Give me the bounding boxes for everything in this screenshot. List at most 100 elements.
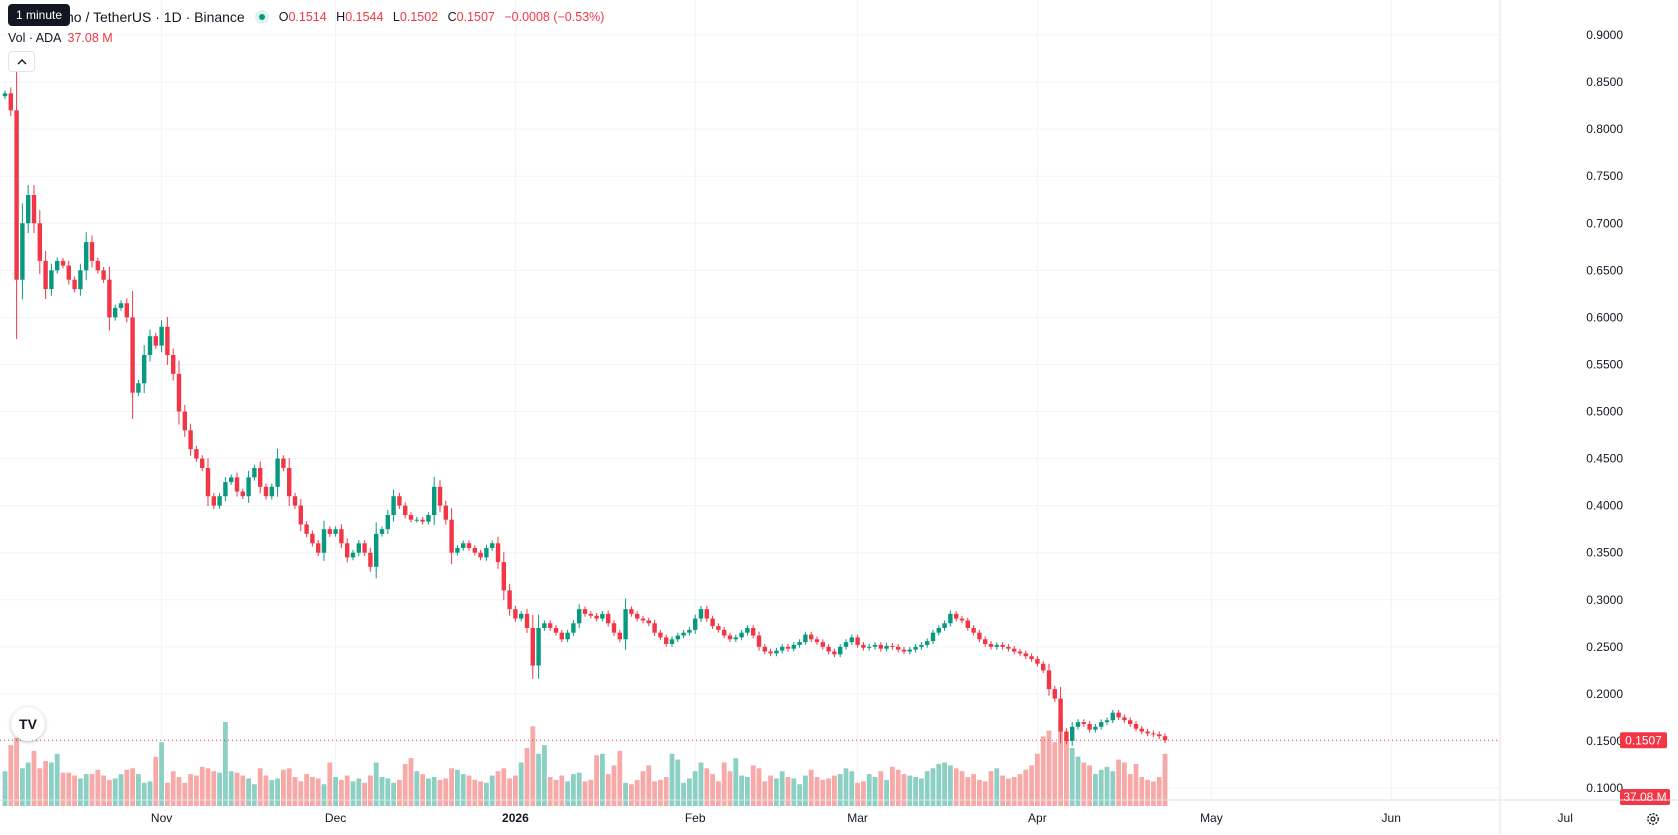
- volume-bar: [890, 766, 895, 806]
- volume-bar: [698, 762, 704, 806]
- market-status-icon[interactable]: [254, 10, 269, 24]
- volume-bar: [2, 771, 8, 806]
- volume-bar: [1133, 763, 1139, 806]
- volume-bar: [936, 763, 942, 806]
- candle-body: [1116, 712, 1121, 718]
- candle-body: [878, 644, 883, 649]
- candle-body: [565, 632, 570, 640]
- candle-body: [739, 632, 744, 638]
- candle-body: [153, 336, 158, 346]
- candle-body: [664, 637, 669, 644]
- gear-icon[interactable]: [1646, 812, 1660, 826]
- volume-bar: [884, 779, 889, 806]
- volume-bar: [977, 779, 982, 806]
- candle-body: [640, 618, 646, 621]
- volume-bar: [750, 765, 756, 806]
- candle-body: [1012, 648, 1017, 652]
- volume-bar: [971, 774, 976, 806]
- volume-bar: [31, 750, 37, 806]
- candle-body: [1099, 722, 1104, 727]
- collapse-legend-button[interactable]: [8, 51, 35, 72]
- volume-bar: [489, 775, 495, 806]
- volume-bars: [2, 719, 1168, 806]
- volume-bar: [72, 775, 77, 806]
- candle-body: [1017, 651, 1023, 654]
- candle-body: [304, 524, 309, 534]
- volume-bar: [170, 771, 176, 806]
- volume-bar: [89, 774, 95, 806]
- last-price-label: 0.1507: [1625, 733, 1662, 747]
- tradingview-logo[interactable]: TV: [11, 707, 45, 741]
- volume-bar: [228, 771, 234, 806]
- volume-bar: [965, 777, 971, 806]
- interval-tooltip: 1 minute: [8, 4, 71, 26]
- volume-bar: [385, 778, 391, 806]
- candle-body: [820, 642, 825, 647]
- volume-bar: [286, 768, 292, 806]
- volume-bar: [507, 778, 512, 806]
- candle-body: [1162, 736, 1168, 741]
- candle-body: [84, 242, 89, 271]
- low-value: 0.1502: [399, 10, 439, 24]
- candle-body: [321, 529, 327, 553]
- candle-body: [2, 93, 8, 97]
- candle-body: [437, 486, 443, 506]
- candle-body: [1046, 670, 1052, 690]
- price-tick-label: 0.3500: [1586, 546, 1623, 560]
- price-tick-label: 0.6000: [1586, 310, 1623, 324]
- chevron-up-icon: [17, 59, 26, 65]
- candle-body: [455, 547, 460, 553]
- volume-bar: [414, 771, 420, 806]
- candle-body: [37, 223, 42, 261]
- volume-bar: [205, 768, 211, 806]
- price-axis[interactable]: 0.9000 0.8500 0.8000 0.7500 0.7000 0.6500 0.60…: [1499, 0, 1670, 835]
- time-tick-label: Mar: [847, 811, 868, 825]
- candle-body: [165, 326, 170, 356]
- candle-body: [507, 590, 512, 610]
- candle-body: [913, 646, 918, 650]
- candle-body: [559, 632, 564, 640]
- volume-bar: [861, 781, 866, 806]
- candle-body: [588, 613, 593, 616]
- volume-bar: [1052, 742, 1058, 806]
- symbol-title[interactable]: no / TetherUS · 1D · Binance: [66, 9, 245, 25]
- volume-bar: [640, 771, 646, 806]
- candle-body: [443, 505, 448, 520]
- volume-label: Vol · ADA: [8, 31, 62, 45]
- volume-bar: [930, 768, 936, 806]
- time-axis[interactable]: Nov Dec 2026 Feb Mar Apr May Jun Jul: [0, 799, 1678, 825]
- volume-bar: [1081, 762, 1087, 806]
- candle-body: [687, 629, 692, 633]
- volume-bar: [791, 778, 797, 806]
- volume-bar: [49, 762, 54, 806]
- candle-body: [501, 562, 506, 591]
- price-tick-label: 0.1500: [1586, 734, 1623, 748]
- candle-body: [1110, 712, 1115, 721]
- volume-bar: [1023, 769, 1029, 806]
- candle-body: [756, 635, 762, 647]
- candle-body: [240, 491, 245, 497]
- volume-bar: [217, 772, 222, 806]
- candle-body: [681, 632, 686, 636]
- volume-bar: [408, 758, 414, 806]
- volume-bar: [1029, 765, 1034, 806]
- volume-bar: [246, 778, 251, 806]
- volume-bar: [147, 781, 153, 806]
- volume-bar: [373, 762, 379, 806]
- candle-body: [234, 477, 240, 492]
- candle-body: [826, 646, 831, 652]
- candle-body: [182, 411, 187, 431]
- candle-body: [994, 644, 999, 647]
- candle-body: [397, 496, 402, 506]
- candle-body: [959, 618, 965, 621]
- candle-body: [942, 623, 947, 628]
- volume-bar: [565, 781, 570, 806]
- candle-body: [55, 260, 60, 271]
- volume-bar: [1046, 730, 1052, 806]
- candle-body: [1041, 663, 1046, 671]
- candle-body: [420, 519, 425, 522]
- candle-body: [693, 618, 698, 630]
- volume-bar: [756, 768, 762, 806]
- volume-bar: [176, 777, 182, 806]
